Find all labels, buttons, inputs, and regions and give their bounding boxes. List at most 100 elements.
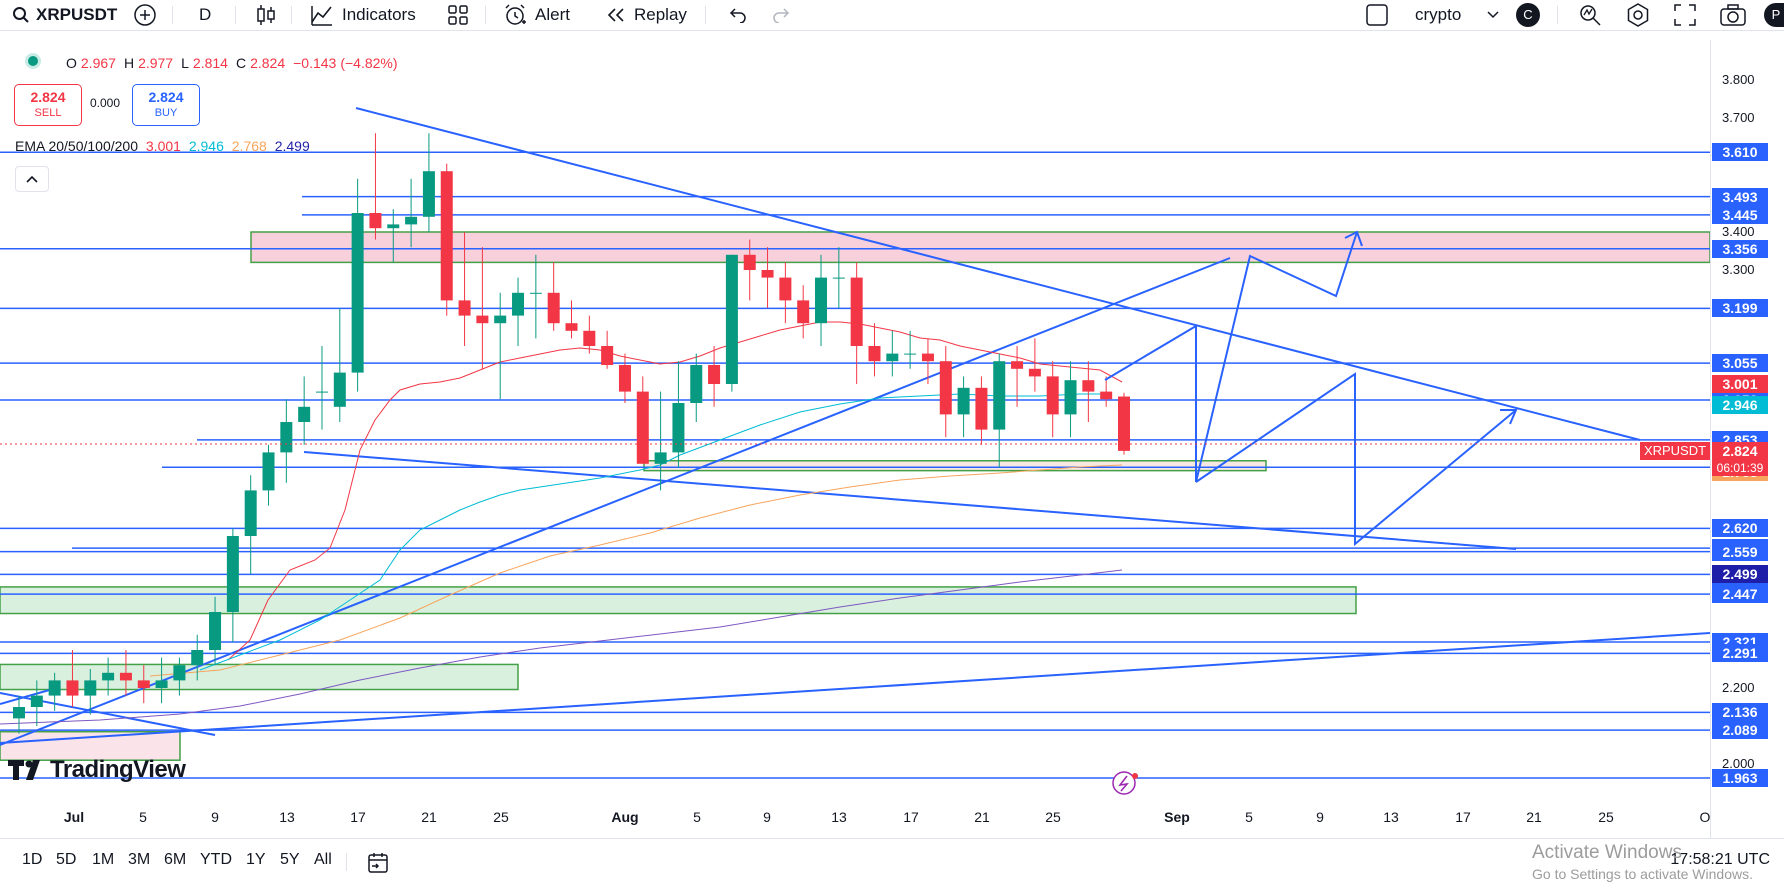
level-price-tag[interactable]: 3.055 bbox=[1712, 354, 1768, 373]
candle[interactable] bbox=[262, 444, 275, 506]
candle[interactable] bbox=[601, 330, 614, 369]
workspace-badge[interactable]: C bbox=[1516, 0, 1540, 30]
trend-line[interactable] bbox=[355, 107, 1641, 441]
candle[interactable] bbox=[975, 376, 988, 445]
redo-button[interactable] bbox=[772, 0, 792, 30]
candle[interactable] bbox=[1064, 361, 1077, 438]
candle[interactable] bbox=[850, 262, 863, 384]
range-button-1y[interactable]: 1Y bbox=[246, 851, 266, 868]
range-button-all[interactable]: All bbox=[314, 851, 332, 868]
candle[interactable] bbox=[779, 262, 792, 324]
level-price-tag[interactable]: 2.620 bbox=[1712, 519, 1768, 538]
last-price-tag[interactable]: 2.824 bbox=[1712, 441, 1768, 460]
goto-date-button[interactable] bbox=[366, 851, 390, 880]
trend-line[interactable] bbox=[303, 451, 1517, 550]
candle[interactable] bbox=[155, 657, 168, 704]
candle[interactable] bbox=[440, 163, 453, 316]
symbol-search-button[interactable]: XRPUSDT bbox=[12, 0, 117, 30]
candle[interactable] bbox=[921, 338, 934, 384]
level-price-tag[interactable]: 3.493 bbox=[1712, 187, 1768, 206]
candle[interactable] bbox=[797, 285, 810, 339]
candle[interactable] bbox=[815, 254, 828, 346]
candle[interactable] bbox=[102, 657, 115, 696]
utc-clock[interactable]: 17:58:21 UTC bbox=[1670, 851, 1770, 868]
candle[interactable] bbox=[547, 262, 560, 331]
demand-zone[interactable] bbox=[0, 586, 1357, 615]
ema200-price-tag[interactable]: 2.499 bbox=[1712, 565, 1768, 584]
candle[interactable] bbox=[512, 277, 525, 346]
candle[interactable] bbox=[529, 254, 542, 339]
level-price-tag[interactable]: 3.356 bbox=[1712, 239, 1768, 258]
chart-type-button[interactable] bbox=[256, 0, 276, 30]
price-axis[interactable] bbox=[1710, 40, 1784, 838]
candle[interactable] bbox=[618, 353, 631, 403]
candle[interactable] bbox=[476, 247, 489, 369]
candle[interactable] bbox=[422, 133, 435, 232]
level-price-tag[interactable]: 2.291 bbox=[1712, 644, 1768, 663]
candle[interactable] bbox=[226, 528, 239, 643]
candle[interactable] bbox=[832, 247, 845, 308]
chart-pane[interactable]: Jul 5 9 13 17 21 25 Aug 5 9 13 17 21 25 Sep 5 9 13 17 21 25 O… bbox=[0, 40, 1710, 838]
candle[interactable] bbox=[191, 634, 204, 681]
range-button-1m[interactable]: 1M bbox=[92, 851, 115, 868]
level-price-tag[interactable]: 3.199 bbox=[1712, 299, 1768, 318]
candle[interactable] bbox=[66, 650, 79, 707]
indicators-button[interactable]: Indicators bbox=[310, 0, 416, 30]
candle[interactable] bbox=[84, 669, 97, 715]
settings-button[interactable] bbox=[1626, 0, 1650, 30]
candle[interactable] bbox=[868, 323, 881, 377]
sell-button[interactable]: 2.824 SELL bbox=[14, 84, 82, 126]
candle[interactable] bbox=[48, 672, 61, 711]
range-button-5y[interactable]: 5Y bbox=[280, 851, 300, 868]
candle[interactable] bbox=[494, 292, 507, 400]
alert-button[interactable]: Alert bbox=[503, 0, 570, 30]
forecast-arrow[interactable] bbox=[1104, 231, 1358, 483]
range-button-5d[interactable]: 5D bbox=[56, 851, 77, 868]
candle[interactable] bbox=[1118, 392, 1130, 455]
candle[interactable] bbox=[315, 346, 328, 430]
candle[interactable] bbox=[672, 361, 685, 468]
candle[interactable] bbox=[173, 657, 186, 696]
candle[interactable] bbox=[957, 376, 970, 438]
candle[interactable] bbox=[1082, 361, 1095, 422]
collapse-legend-button[interactable] bbox=[15, 166, 49, 192]
ema-legend[interactable]: EMA 20/50/100/200 3.001 2.946 2.768 2.49… bbox=[15, 138, 314, 154]
candle[interactable] bbox=[1046, 361, 1059, 438]
candle[interactable] bbox=[565, 300, 578, 339]
symbol-price-tag[interactable]: XRPUSDT bbox=[1640, 441, 1710, 460]
candle[interactable] bbox=[1028, 338, 1041, 392]
replay-button[interactable]: Replay bbox=[606, 0, 687, 30]
quick-search-button[interactable] bbox=[1578, 0, 1602, 30]
candle[interactable] bbox=[993, 353, 1006, 468]
level-price-tag[interactable]: 2.089 bbox=[1712, 721, 1768, 740]
candle[interactable] bbox=[583, 315, 596, 354]
candle[interactable] bbox=[209, 596, 222, 666]
price-chart[interactable]: Jul 5 9 13 17 21 25 Aug 5 9 13 17 21 25 Sep 5 9 13 17 21 25 O bbox=[0, 40, 1710, 838]
compare-symbol-button[interactable] bbox=[133, 0, 157, 30]
candle[interactable] bbox=[1011, 346, 1024, 407]
candle[interactable] bbox=[13, 695, 25, 734]
forecast-arrow[interactable] bbox=[1195, 372, 1517, 547]
candle[interactable] bbox=[30, 680, 43, 726]
candle[interactable] bbox=[244, 475, 257, 574]
trend-line[interactable] bbox=[0, 632, 1710, 744]
select-layout-button[interactable] bbox=[1366, 0, 1388, 30]
candle[interactable] bbox=[904, 330, 917, 369]
level-price-tag[interactable]: 3.610 bbox=[1712, 143, 1768, 162]
trend-line[interactable] bbox=[0, 257, 1231, 746]
range-button-ytd[interactable]: YTD bbox=[200, 851, 232, 868]
layouts-button[interactable] bbox=[448, 0, 468, 30]
range-button-3m[interactable]: 3M bbox=[128, 851, 151, 868]
demand-zone[interactable] bbox=[0, 663, 519, 691]
ema20-price-tag[interactable]: 3.001 bbox=[1712, 374, 1768, 393]
candle[interactable] bbox=[939, 346, 952, 438]
supply-zone[interactable] bbox=[250, 231, 1710, 264]
candle[interactable] bbox=[725, 254, 738, 392]
level-price-tag[interactable]: 3.445 bbox=[1712, 205, 1768, 224]
candle[interactable] bbox=[369, 133, 382, 240]
candle[interactable] bbox=[743, 239, 756, 301]
range-button-1d[interactable]: 1D bbox=[22, 851, 43, 868]
candle[interactable] bbox=[708, 346, 721, 407]
level-price-tag[interactable]: 2.559 bbox=[1712, 542, 1768, 561]
lightning-icon[interactable] bbox=[1112, 771, 1138, 795]
